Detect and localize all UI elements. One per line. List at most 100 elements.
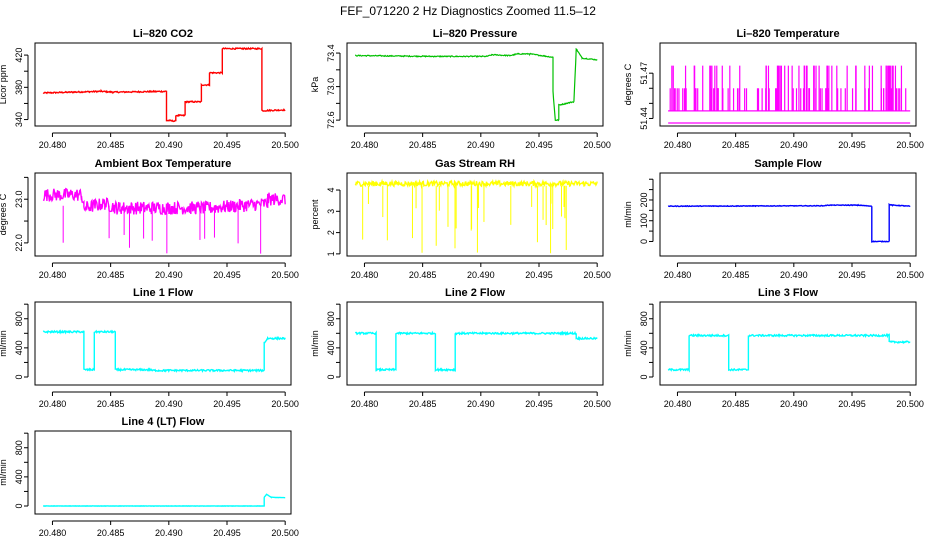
x-tick-label: 20.490 <box>780 140 808 150</box>
plot-frame <box>346 42 604 127</box>
y-tick-label: 0 <box>639 374 649 379</box>
series-line <box>355 330 598 373</box>
y-axis-label: degrees C <box>0 193 8 235</box>
panel-1: Li–820 CO2 20.480 20.485 20.490 20.495 20.500… <box>0 28 299 150</box>
series-line <box>42 329 286 374</box>
x-tick-label: 20.485 <box>722 140 750 150</box>
y-tick-label: 400 <box>639 340 649 355</box>
x-tick-label: 20.490 <box>780 270 808 280</box>
x-tick-label: 20.485 <box>409 399 437 409</box>
x-tick-label: 20.495 <box>525 270 553 280</box>
x-tick-label: 20.500 <box>583 270 611 280</box>
x-tick-label: 20.495 <box>838 140 866 150</box>
panel-title: Ambient Box Temperature <box>95 158 232 170</box>
figure-title: FEF_071220 2 Hz Diagnostics Zoomed 11.5–… <box>340 4 596 18</box>
series-group <box>355 330 598 373</box>
x-tick-label: 20.485 <box>97 140 125 150</box>
y-tick-label: 0 <box>639 239 649 244</box>
panel-7: Line 1 Flow 20.480 20.485 20.490 20.495 20.50… <box>0 287 299 409</box>
panel-9: Line 3 Flow 20.480 20.485 20.490 20.495 20.50… <box>623 287 924 409</box>
x-tick-label: 20.495 <box>213 528 241 538</box>
x-tick-label: 20.495 <box>838 399 866 409</box>
x-tick-label: 20.490 <box>780 399 808 409</box>
y-axis-label: ml/min <box>0 459 8 486</box>
panel-title: Line 2 Flow <box>445 287 505 299</box>
x-tick-label: 20.480 <box>664 270 692 280</box>
series-group <box>354 178 598 254</box>
series-group <box>667 202 911 243</box>
x-tick-label: 20.485 <box>722 270 750 280</box>
y-tick-label: 2 <box>326 230 336 235</box>
x-tick-label: 20.480 <box>39 528 67 538</box>
y-tick-label: 400 <box>14 340 24 355</box>
x-tick-label: 20.480 <box>39 270 67 280</box>
panel-6: Sample Flow 20.480 20.485 20.490 20.495 20.50… <box>623 158 924 280</box>
panel-3: Li–820 Temperature 20.480 20.485 20.490 20.4… <box>623 28 924 150</box>
y-tick-label: 51.44 <box>639 107 649 130</box>
x-tick-label: 20.495 <box>838 270 866 280</box>
x-tick-label: 20.490 <box>155 528 183 538</box>
series-group <box>42 187 286 254</box>
x-tick-label: 20.500 <box>271 399 299 409</box>
y-tick-label: 0 <box>14 503 24 508</box>
plot-frame <box>346 301 604 386</box>
series-group <box>668 65 911 124</box>
y-tick-label: 800 <box>14 311 24 326</box>
x-tick-label: 20.490 <box>155 140 183 150</box>
x-tick-label: 20.480 <box>664 399 692 409</box>
panel-title: Line 1 Flow <box>133 287 193 299</box>
y-axis-label: Licor ppm <box>0 65 8 105</box>
y-tick-label: 200 <box>639 192 649 207</box>
plot-frame <box>659 301 917 386</box>
y-tick-label: 72.6 <box>326 111 336 129</box>
x-tick-label: 20.480 <box>39 399 67 409</box>
panel-10: Line 4 (LT) Flow 20.480 20.485 20.490 20.495… <box>0 416 299 538</box>
x-tick-label: 20.500 <box>271 528 299 538</box>
y-tick-label: 22.0 <box>14 234 24 252</box>
series-line <box>42 187 286 216</box>
y-tick-label: 73.0 <box>326 78 336 96</box>
y-axis-label: ml/min <box>623 201 633 228</box>
x-tick-label: 20.495 <box>213 140 241 150</box>
x-tick-label: 20.485 <box>409 140 437 150</box>
panel-5: Gas Stream RH 20.480 20.485 20.490 20.495 20.… <box>310 158 611 280</box>
series-group <box>42 46 286 123</box>
series-line <box>354 47 598 122</box>
panel-title: Sample Flow <box>754 158 822 170</box>
x-tick-label: 20.485 <box>97 399 125 409</box>
x-tick-label: 20.480 <box>664 140 692 150</box>
panels-grid: Li–820 CO2 20.480 20.485 20.490 20.495 20.500… <box>0 28 924 538</box>
x-tick-label: 20.490 <box>155 270 183 280</box>
y-tick-label: 800 <box>326 311 336 326</box>
series-line <box>42 46 286 123</box>
x-tick-label: 20.495 <box>213 399 241 409</box>
y-tick-label: 0 <box>326 374 336 379</box>
y-axis-label: ml/min <box>310 330 320 357</box>
y-tick-label: 340 <box>14 112 24 127</box>
x-tick-label: 20.500 <box>896 140 924 150</box>
y-tick-label: 1 <box>326 251 336 256</box>
panel-title: Li–820 CO2 <box>133 28 193 40</box>
x-tick-label: 20.490 <box>155 399 183 409</box>
y-tick-label: 73.4 <box>326 44 336 62</box>
plot-frame <box>659 42 917 127</box>
plot-frame <box>659 172 917 257</box>
series-group <box>354 47 598 122</box>
plot-frame <box>34 301 292 386</box>
x-tick-label: 20.480 <box>39 140 67 150</box>
x-tick-label: 20.485 <box>97 270 125 280</box>
y-tick-label: 0 <box>14 374 24 379</box>
y-axis-label: degrees C <box>623 63 633 105</box>
series-line <box>667 202 911 243</box>
x-tick-label: 20.485 <box>722 399 750 409</box>
y-axis-label: kPa <box>310 77 320 93</box>
plot-frame <box>346 172 604 257</box>
x-tick-label: 20.500 <box>583 399 611 409</box>
y-axis-label: ml/min <box>623 330 633 357</box>
plot-frame <box>34 172 292 257</box>
y-tick-label: 420 <box>14 48 24 63</box>
y-tick-label: 400 <box>14 469 24 484</box>
x-tick-label: 20.485 <box>409 270 437 280</box>
panel-4: Ambient Box Temperature 20.480 20.485 20.49… <box>0 158 299 280</box>
y-tick-label: 23.0 <box>14 190 24 208</box>
